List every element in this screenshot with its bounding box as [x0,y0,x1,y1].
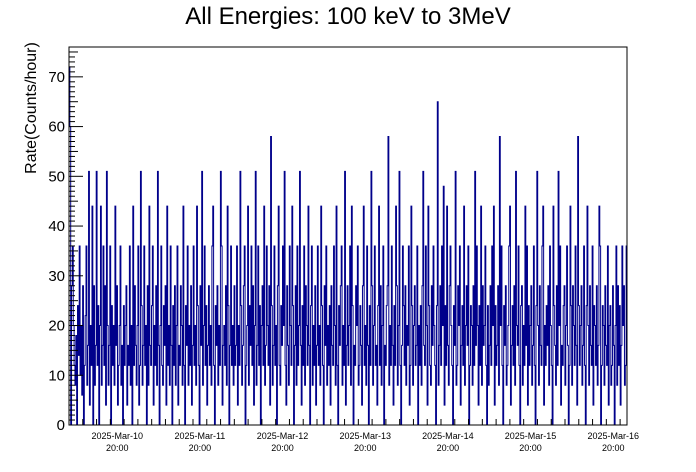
x-tick-date: 2025-Mar-10 [91,431,143,441]
x-tick-time: 20:00 [106,443,129,453]
x-tick-time: 20:00 [189,443,212,453]
y-tick-label: 20 [48,318,65,335]
series-layer [69,66,627,426]
x-tick-time: 20:00 [437,443,460,453]
x-tick-date: 2025-Mar-12 [257,431,309,441]
x-tick-date: 2025-Mar-11 [174,431,225,441]
y-tick-label: 40 [48,218,65,235]
y-tick-label: 30 [48,268,65,285]
x-axis: 2025-Mar-10 20:00 2025-Mar-11 20:00 2025-Mar… [68,419,639,453]
y-axis: 0 10 20 30 40 50 60 70 [48,46,83,434]
series-0-line [69,66,627,426]
y-tick-label: 70 [48,69,65,86]
x-tick-time: 20:00 [602,443,625,453]
x-tick-date: 2025-Mar-14 [422,431,474,441]
x-tick-date: 2025-Mar-16 [587,431,639,441]
x-tick-date: 2025-Mar-15 [505,431,557,441]
y-axis-label: Rate(Counts/hour) [23,42,40,174]
y-tick-label: 60 [48,119,65,136]
y-tick-label: 50 [48,168,65,185]
x-tick-time: 20:00 [354,443,377,453]
x-tick-time: 20:00 [519,443,542,453]
y-tick-label: 0 [57,417,65,434]
y-tick-label: 10 [48,367,65,384]
chart-title: All Energies: 100 keV to 3MeV [185,3,511,30]
x-tick-time: 20:00 [271,443,294,453]
x-tick-date: 2025-Mar-13 [339,431,391,441]
